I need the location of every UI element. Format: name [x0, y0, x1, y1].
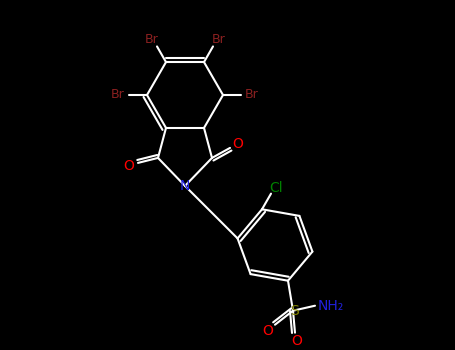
- Text: Br: Br: [111, 89, 125, 101]
- Text: S: S: [291, 304, 299, 318]
- Text: Br: Br: [145, 33, 158, 46]
- Text: O: O: [233, 137, 243, 151]
- Text: Br: Br: [212, 33, 225, 46]
- Text: O: O: [292, 334, 303, 348]
- Text: Cl: Cl: [269, 181, 283, 195]
- Text: O: O: [124, 159, 134, 173]
- Text: NH₂: NH₂: [318, 299, 344, 313]
- Text: Br: Br: [245, 89, 259, 101]
- Text: N: N: [180, 179, 190, 193]
- Text: O: O: [263, 324, 273, 338]
